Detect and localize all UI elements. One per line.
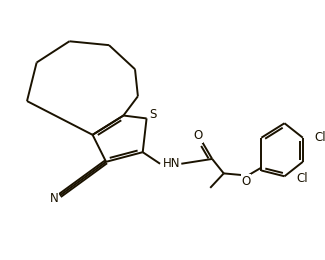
Text: S: S: [150, 108, 157, 121]
Text: Cl: Cl: [314, 131, 325, 144]
Text: N: N: [50, 192, 58, 205]
Text: O: O: [193, 129, 202, 142]
Text: Cl: Cl: [296, 172, 308, 185]
Text: O: O: [241, 175, 251, 188]
Text: HN: HN: [163, 157, 180, 170]
